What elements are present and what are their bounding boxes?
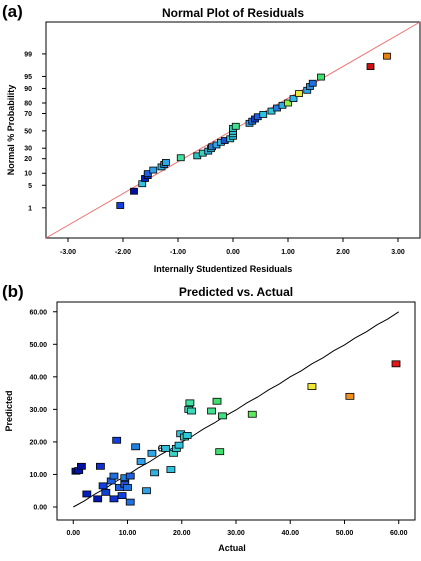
chart-b-point [212,397,222,405]
chart-a-title: Normal Plot of Residuals [162,6,304,20]
chart-b-point [142,487,151,495]
chart-b-x-tick-label: 0.00 [66,530,80,537]
chart-b-point [109,472,119,480]
chart-b-y-tick-label: 30.00 [29,407,47,414]
chart-b-point [95,462,105,470]
chart-b-point [117,492,127,499]
chart-a-point [383,52,391,60]
chart-b-point [150,469,160,477]
chart-b-point [307,383,317,390]
chart-b-y-tick-label: 50.00 [29,342,47,349]
chart-a-point [143,170,152,178]
chart-a-y-tick-label: 5 [28,183,32,190]
chart-b-point [161,445,170,452]
chart-a-point [149,166,158,174]
panel-a-label: (a) [2,2,23,21]
chart-b-point [136,458,146,465]
chart-a-x-tick-label: -1.00 [170,249,186,256]
chart-a-point [308,79,317,87]
chart-b-annotation: 6 [158,443,163,453]
chart-a-y-tick-label: 1 [28,205,32,212]
chart-a-point [366,63,375,70]
chart-b-y-tick-label: 40.00 [29,374,47,381]
chart-a-y-tick-label: 90 [24,86,32,93]
panel-b-label: (b) [2,282,24,301]
chart-a-x-tick-label: -2.00 [115,249,131,256]
chart-a-x-tick-label: -3.00 [60,249,76,256]
chart-b-point [207,407,216,415]
chart-b-x-axis-label: Actual [218,543,246,553]
chart-b-point [166,466,176,473]
chart-b-point [147,449,157,457]
chart-a-y-tick-label: 70 [24,111,32,118]
chart-b-point [123,484,132,491]
chart-b-point [109,495,119,503]
chart-b-point [98,482,108,490]
chart-a-point [231,122,240,130]
chart-b-point [185,399,195,407]
chart-b-point [125,472,135,480]
chart-b-y-tick-label: 0.00 [33,504,47,511]
chart-a-x-tick-label: 0.00 [226,249,240,256]
chart-a-y-tick-label: 20 [24,156,32,163]
chart-b-point [77,462,86,470]
chart-a-x-axis-label: Internally Studentized Residuals [154,264,293,274]
chart-b-point [345,392,355,400]
chart-a-point [317,73,325,81]
chart-b-x-tick-label: 60.00 [390,530,408,537]
chart-a-y-tick-label: 10 [24,171,32,178]
chart-a-x-tick-label: 2.00 [336,249,350,256]
chart-b-point [218,412,227,420]
chart-b-x-tick-label: 50.00 [336,530,354,537]
chart-b-point [125,498,135,506]
chart-a-y-tick-label: 99 [24,51,32,58]
chart-b-title: Predicted vs. Actual [179,285,293,299]
chart-a-point [295,90,303,97]
chart-b-point [131,443,141,451]
chart-b-y-tick-label: 10.00 [29,472,47,479]
chart-b-point [182,432,192,439]
chart-b-x-tick-label: 10.00 [119,530,137,537]
chart-b-y-tick-label: 60.00 [29,309,47,316]
chart-b-point [391,360,401,368]
chart-b-x-tick-label: 40.00 [281,530,299,537]
chart-a-point [116,202,125,209]
chart-b-point [247,410,257,418]
chart-b-point [82,490,92,498]
chart-a-x-tick-label: 1.00 [281,249,295,256]
chart-b-point [174,441,184,449]
chart-b-point [215,448,225,456]
chart-a-y-tick-label: 95 [24,74,32,81]
chart-a-point [161,159,170,166]
chart-a-y-axis-label: Normal % Probability [6,85,16,176]
chart-b-point [187,407,196,415]
chart-b-point [101,488,111,496]
chart-a-point [259,111,268,118]
chart-b-y-axis-label: Predicted [4,390,14,431]
chart-a-point [284,99,292,107]
chart-a-y-tick-label: 30 [24,146,32,153]
chart-a-y-tick-label: 50 [24,128,32,135]
chart-a-x-tick-label: 3.00 [391,249,405,256]
chart-b-x-tick-label: 30.00 [227,530,245,537]
chart-a-point [176,154,185,162]
chart-b-y-tick-label: 20.00 [29,439,47,446]
chart-a-y-tick-label: 80 [24,101,32,108]
chart-b-x-tick-label: 20.00 [173,530,191,537]
chart-b-point [93,495,103,503]
chart-a-point [289,95,298,103]
chart-a-point [130,187,138,195]
chart-b-point [112,436,122,444]
